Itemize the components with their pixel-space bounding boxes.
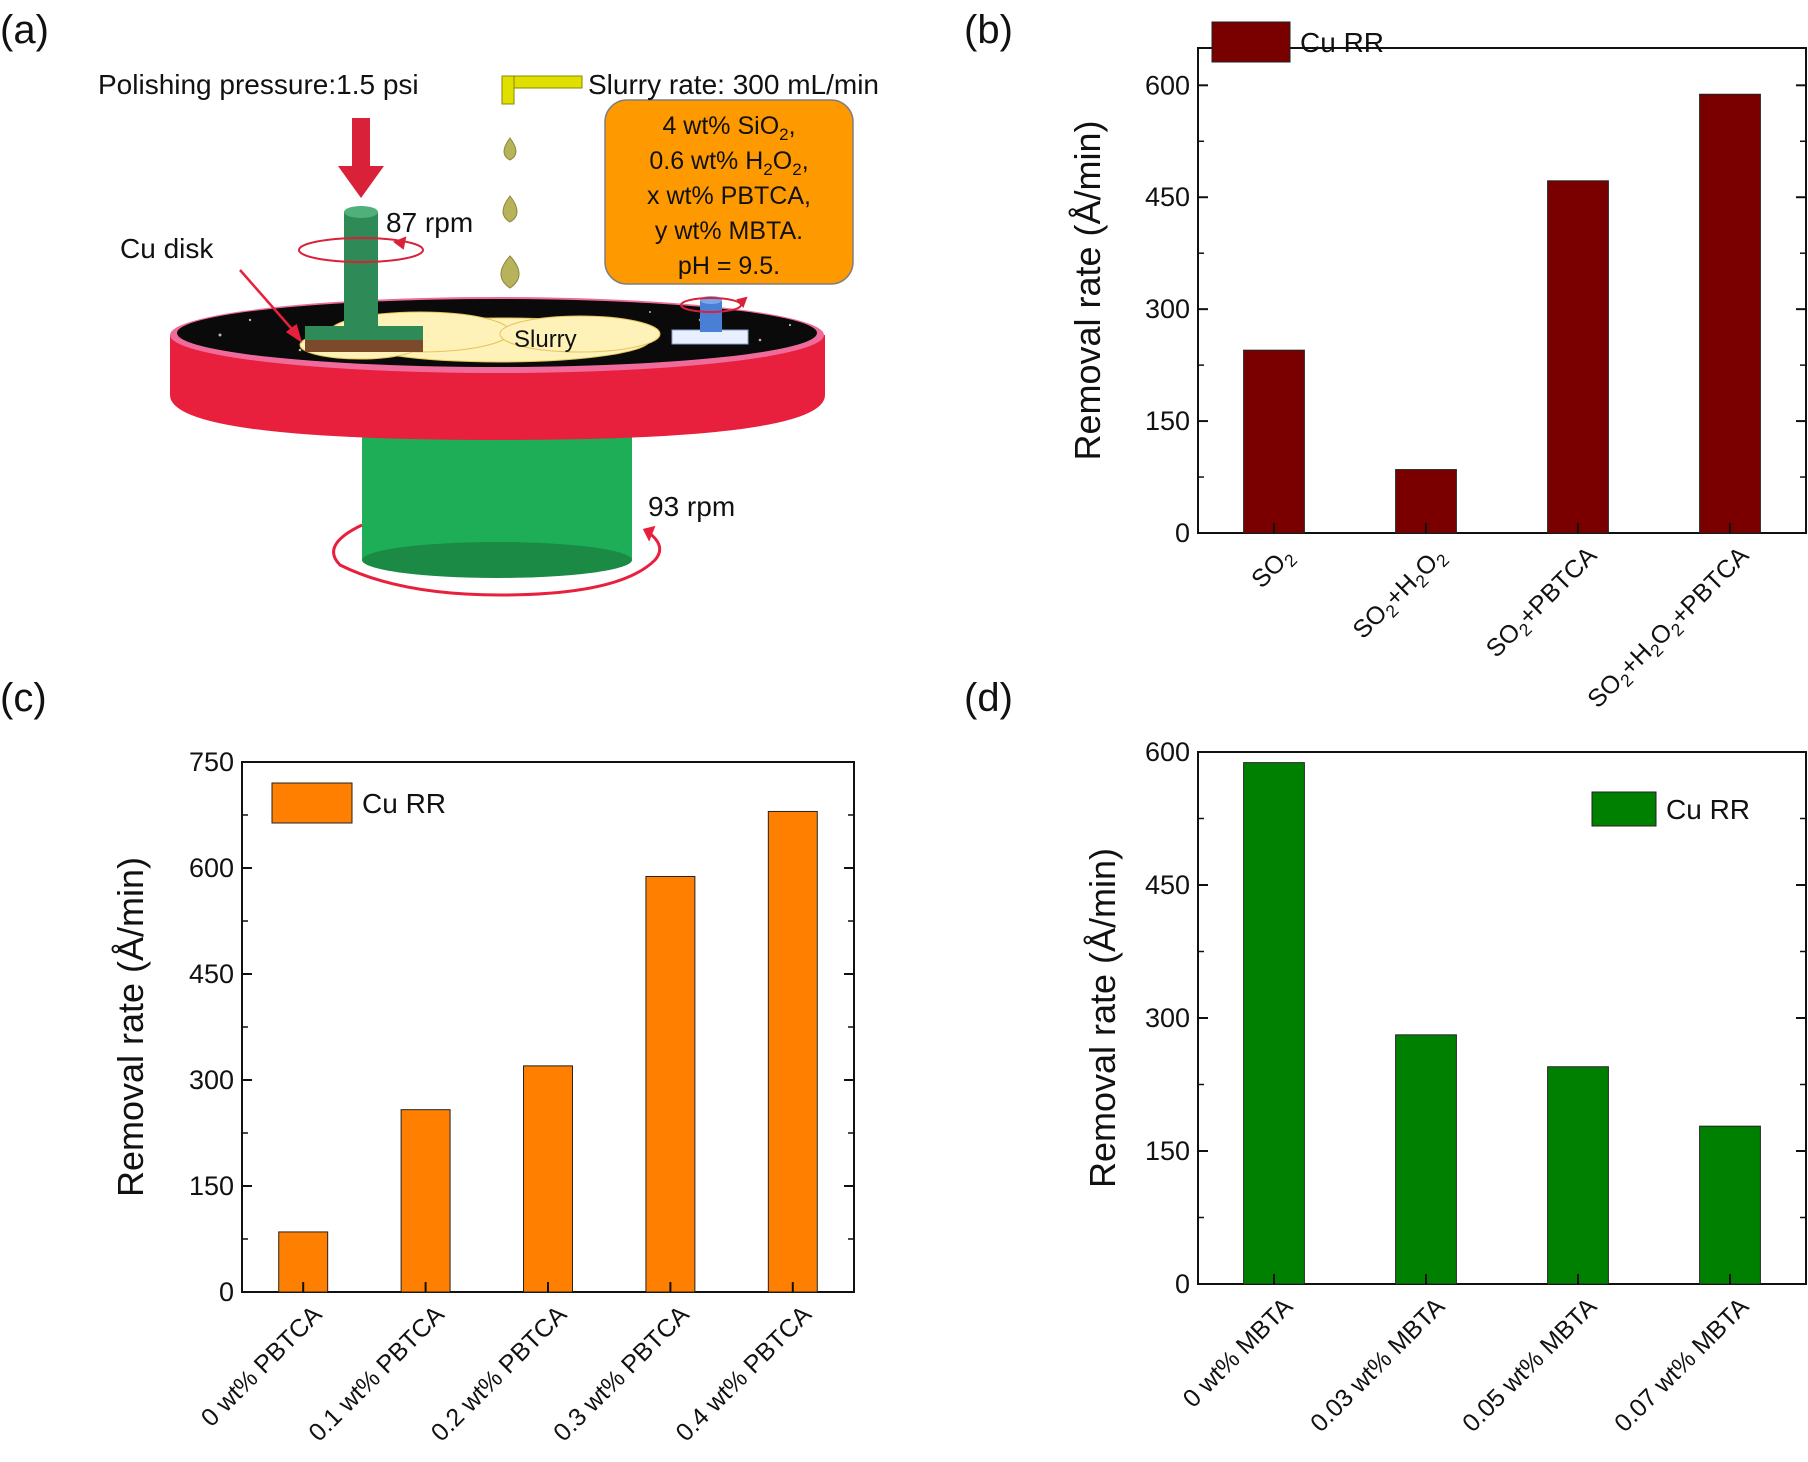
x-category-label: 0.05 wt% MBTA [1457, 1292, 1602, 1437]
pressure-arrow [338, 118, 384, 198]
bar [400, 1109, 451, 1293]
cu-disk-pointer [239, 269, 303, 343]
cu-disk [305, 338, 423, 352]
svg-text:4 wt% SiO2,: 4 wt% SiO2, [662, 112, 795, 144]
y-tick-label: 150 [189, 1171, 234, 1201]
x-category-label: SO2+PBTCA [1481, 541, 1606, 666]
legend-label: Cu RR [1666, 794, 1750, 825]
bar [767, 810, 818, 1293]
platen-rotation-arrow [332, 523, 662, 597]
x-category-label: 0.2 wt% PBTCA [426, 1300, 573, 1447]
bar [523, 1065, 573, 1293]
y-tick-label: 450 [1145, 182, 1190, 212]
bar [1699, 1125, 1761, 1285]
legend-label: Cu RR [362, 788, 446, 819]
carrier-rpm-label: 87 rpm [386, 207, 473, 238]
platen-rpm-label: 93 rpm [648, 491, 735, 522]
y-tick-label: 150 [1145, 406, 1190, 436]
slurry-recipe-box [604, 99, 854, 285]
bar [1699, 93, 1761, 534]
y-tick-label: 600 [1145, 737, 1190, 767]
bar [1547, 1066, 1609, 1285]
carrier-spindle [344, 206, 378, 328]
bar [1395, 469, 1457, 534]
cmp-schematic: Polishing pressure:1.5 psi Slurry rate: … [98, 69, 879, 597]
y-tick-label: 450 [1145, 870, 1190, 900]
y-axis-label: Removal rate (Å/min) [1082, 848, 1123, 1188]
y-tick-label: 600 [189, 853, 234, 883]
carrier-head [305, 326, 423, 340]
bar [1547, 180, 1609, 534]
y-tick-label: 600 [1145, 70, 1190, 100]
y-tick-label: 450 [189, 959, 234, 989]
x-category-label: SO2+H2O2 [1347, 541, 1453, 647]
legend-label: Cu RR [1300, 27, 1384, 58]
x-category-label: 0 wt% MBTA [1178, 1292, 1299, 1413]
x-category-label: SO2 [1246, 541, 1301, 596]
svg-text:y wt% MBTA.: y wt% MBTA. [655, 217, 803, 245]
cu-disk-label: Cu disk [120, 233, 214, 264]
svg-text:pH = 9.5.: pH = 9.5. [678, 252, 780, 280]
plot-frame [241, 761, 855, 1293]
x-category-label: 0.07 wt% MBTA [1609, 1292, 1754, 1437]
y-axis-label: Removal rate (Å/min) [1067, 120, 1108, 460]
bar [278, 1231, 329, 1293]
svg-text:0.6 wt% H2O2,: 0.6 wt% H2O2, [649, 147, 808, 179]
x-category-label: 0 wt% PBTCA [196, 1300, 328, 1432]
legend-swatch [1591, 791, 1657, 827]
panel-b-label: (b) [964, 8, 1013, 52]
x-category-label: SO2+H2O2+PBTCA [1582, 541, 1757, 716]
slurry-rate-label: Slurry rate: 300 mL/min [588, 69, 879, 100]
x-category-label: 0.3 wt% PBTCA [548, 1300, 695, 1447]
y-tick-label: 0 [1175, 518, 1190, 548]
x-category-label: 0.03 wt% MBTA [1305, 1292, 1450, 1437]
y-tick-label: 0 [219, 1277, 234, 1307]
pad-conditioner [671, 296, 749, 345]
bar [645, 875, 696, 1293]
panel-d-label: (d) [964, 676, 1013, 720]
panel-c-label: (c) [0, 676, 47, 720]
plot-frame [1197, 47, 1807, 534]
y-tick-label: 0 [1175, 1269, 1190, 1299]
polishing-pressure-label: Polishing pressure:1.5 psi [98, 69, 419, 100]
x-category-label: 0.1 wt% PBTCA [303, 1300, 450, 1447]
y-tick-label: 300 [189, 1065, 234, 1095]
conditioner-rotation-arrow [680, 296, 748, 313]
slurry-recipe-text: 4 wt% SiO2, 0.6 wt% H2O2, x wt% PBTCA, y… [647, 112, 811, 280]
slurry-droplets [500, 137, 520, 289]
svg-text:x wt% PBTCA,: x wt% PBTCA, [647, 182, 811, 210]
bar [1395, 1034, 1457, 1285]
y-tick-label: 750 [189, 747, 234, 777]
y-tick-label: 150 [1145, 1136, 1190, 1166]
bar [1243, 762, 1305, 1285]
y-tick-label: 300 [1145, 294, 1190, 324]
panel-a-label: (a) [0, 8, 49, 52]
legend-swatch [1211, 21, 1291, 63]
bar [1243, 349, 1305, 534]
plot-frame [1197, 751, 1807, 1285]
slurry-label: Slurry [514, 326, 577, 353]
x-category-label: 0.4 wt% PBTCA [671, 1300, 818, 1447]
y-axis-label: Removal rate (Å/min) [110, 857, 151, 1197]
carrier-rotation-arrow [298, 236, 424, 263]
legend-swatch [271, 782, 353, 824]
slurry-nozzle [501, 75, 583, 105]
y-tick-label: 300 [1145, 1003, 1190, 1033]
